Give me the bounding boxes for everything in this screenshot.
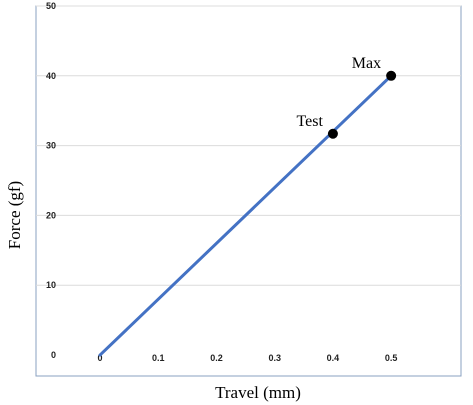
series-layer	[98, 74, 393, 357]
point-max	[386, 70, 397, 81]
x-tick-label: 0	[98, 353, 103, 363]
x-tick-label: 0.2	[210, 353, 223, 363]
y-tick-label: 30	[46, 141, 56, 151]
point-label-max: Max	[352, 55, 381, 72]
x-tick-label: 0.1	[152, 353, 165, 363]
y-tick-label: 20	[46, 210, 56, 220]
y-tick-label: 50	[46, 1, 56, 11]
point-test	[327, 128, 338, 139]
plot-frame	[35, 5, 462, 377]
series-line-0	[98, 74, 393, 357]
points-layer: Test Max	[296, 55, 397, 139]
y-tick-label: 10	[46, 280, 56, 290]
x-tick-label: 0.4	[327, 353, 340, 363]
x-tick-label: 0.3	[268, 353, 281, 363]
y-tick-label: 0	[51, 350, 56, 360]
y-axis-label: Force (gf)	[5, 181, 24, 249]
point-label-test: Test	[296, 113, 323, 130]
x-tick-labels: 0 0.1 0.2 0.3 0.4 0.5	[98, 353, 398, 363]
y-tick-label: 40	[46, 71, 56, 81]
y-tick-labels: 0 10 20 30 40 50	[46, 1, 56, 360]
x-tick-label: 0.5	[385, 353, 398, 363]
x-axis-label: Travel (mm)	[215, 383, 301, 402]
